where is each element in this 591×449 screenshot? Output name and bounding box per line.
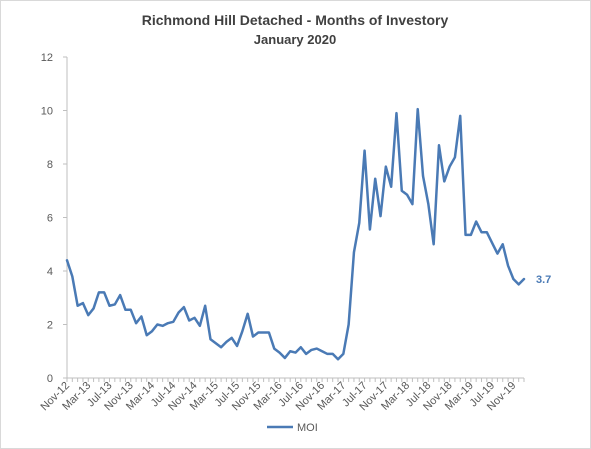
legend-entry-moi: MOI <box>297 422 318 434</box>
y-tick-label: 4 <box>47 266 53 278</box>
y-tick-label: 8 <box>47 159 53 171</box>
plot-area: 3.7 <box>65 107 551 361</box>
y-tick-label: 0 <box>47 373 53 385</box>
series-line-moi <box>65 107 526 361</box>
chart-title: Richmond Hill Detached - Months of Inves… <box>142 12 449 28</box>
y-tick-label: 12 <box>41 52 53 64</box>
y-tick-label: 2 <box>47 320 53 332</box>
end-value-label: 3.7 <box>536 274 551 286</box>
legend: MOI <box>267 422 318 434</box>
y-tick-label: 6 <box>47 213 53 225</box>
chart-subtitle: January 2020 <box>254 32 336 47</box>
axes-group: 024681012Nov-12Mar-13Jul-13Nov-13Mar-14J… <box>39 52 525 413</box>
y-tick-label: 10 <box>41 106 53 118</box>
